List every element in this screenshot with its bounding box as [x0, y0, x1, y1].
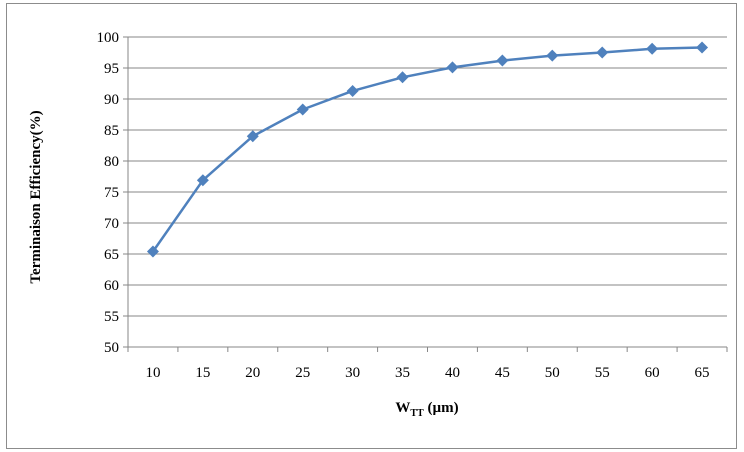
- x-axis-title-unit: (µm): [424, 400, 459, 416]
- y-tick-label: 50: [104, 340, 119, 356]
- data-point-marker: [496, 54, 509, 67]
- x-tick-label: 60: [645, 365, 660, 381]
- x-axis-title: WTT (µm): [395, 400, 458, 419]
- data-point-marker: [296, 103, 309, 116]
- x-tick-label: 45: [495, 365, 510, 381]
- x-tick-label: 15: [195, 365, 210, 381]
- axes: [123, 36, 728, 352]
- y-tick-label: 75: [104, 185, 119, 201]
- data-point-marker: [696, 41, 709, 54]
- y-tick-label: 55: [104, 309, 119, 325]
- series-line: [151, 46, 703, 253]
- x-tick-label: 25: [295, 365, 310, 381]
- data-point-marker: [396, 71, 409, 84]
- data-point-marker: [596, 46, 609, 59]
- x-tick-label: 10: [145, 365, 160, 381]
- x-tick-label: 35: [395, 365, 410, 381]
- x-tick-label: 40: [445, 365, 460, 381]
- y-tick-label: 85: [104, 123, 119, 139]
- data-point-marker: [146, 245, 159, 258]
- y-tick-label: 80: [104, 154, 119, 170]
- y-tick-labels: 50 55 60 65 70 75 80 85 90 95 100: [97, 30, 120, 356]
- data-point-marker: [646, 42, 659, 55]
- x-tick-label: 50: [545, 365, 560, 381]
- y-tick-label: 65: [104, 247, 119, 263]
- x-tick-label: 55: [595, 365, 610, 381]
- y-tick-label: 100: [97, 30, 120, 46]
- data-point-marker: [246, 130, 259, 143]
- data-point-marker: [546, 49, 559, 62]
- data-point-marker: [196, 174, 209, 187]
- data-point-marker: [346, 84, 359, 97]
- y-axis-title: Terminaison Efficiency(%): [28, 110, 44, 283]
- x-tick-label: 30: [345, 365, 360, 381]
- x-axis-title-main: W: [395, 400, 410, 416]
- x-tick-label: 20: [245, 365, 260, 381]
- data-point-marker: [446, 61, 459, 74]
- y-tick-label: 90: [104, 92, 119, 108]
- x-axis-title-subscript: TT: [410, 408, 424, 419]
- gridlines: [128, 36, 727, 317]
- x-tick-labels: 10 15 20 25 30 35 40 45 50 55 60 65: [145, 365, 709, 381]
- series-group: [146, 41, 709, 258]
- y-tick-label: 60: [104, 278, 119, 294]
- y-tick-label: 95: [104, 61, 119, 77]
- x-tick-label: 65: [695, 365, 710, 381]
- y-tick-label: 70: [104, 216, 119, 232]
